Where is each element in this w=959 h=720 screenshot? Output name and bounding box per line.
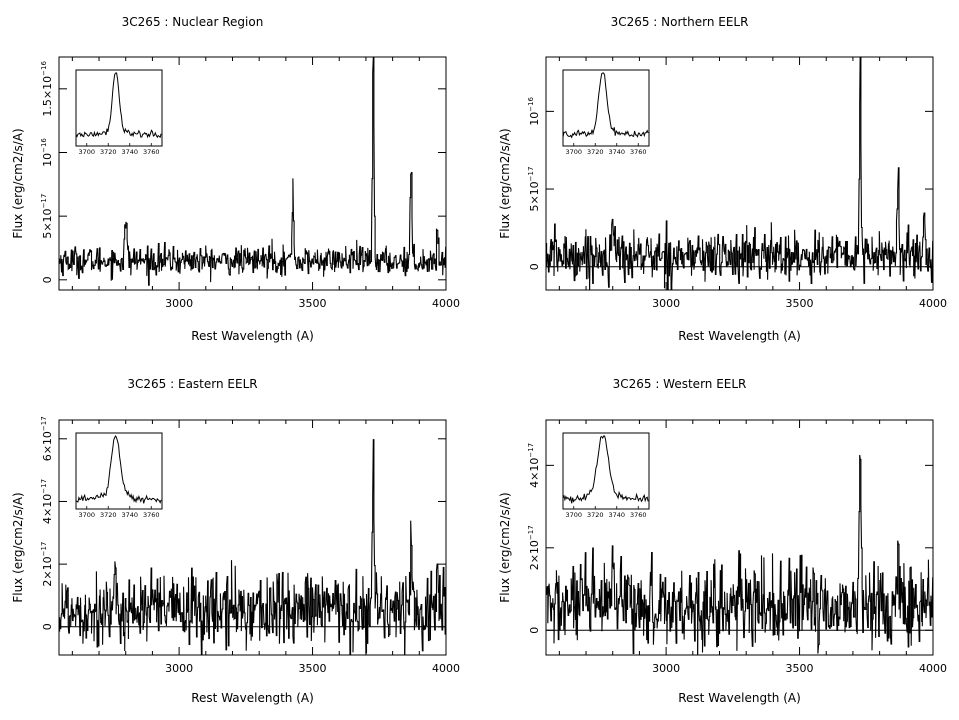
- y-tick-label: 10−16: [527, 96, 541, 125]
- inset-x-tick-label: 3720: [587, 148, 604, 156]
- inset-x-tick-label: 3720: [587, 511, 604, 519]
- y-tick-label: 2×10−17: [40, 542, 54, 587]
- spectrum-line: [546, 454, 933, 655]
- inset-x-tick-label: 3760: [143, 511, 160, 519]
- inset-x-tick-label: 3700: [78, 511, 95, 519]
- y-tick-label: 5×10−17: [40, 194, 54, 239]
- y-tick-label: 0: [528, 263, 541, 270]
- x-tick-label: 3000: [165, 297, 193, 310]
- y-tick-label: 6×10−17: [40, 416, 54, 461]
- x-tick-label: 4000: [432, 662, 460, 675]
- y-tick-label: 1.5×10−16: [40, 61, 54, 117]
- inset-spectrum-line: [562, 72, 649, 139]
- y-tick-label: 0: [528, 627, 541, 634]
- y-tick-label: 0: [41, 623, 54, 630]
- spectrum-panel-4: 3C265 : Western EELR 3000 3500 4000 0 2×10−17…: [498, 377, 947, 705]
- x-tick-label: 4000: [919, 662, 947, 675]
- inset-x-tick-label: 3740: [121, 511, 138, 519]
- y-axis-label: Flux (erg/cm2/s/A): [11, 128, 25, 238]
- spectrum-line: [59, 57, 446, 286]
- plot-frame: [58, 56, 447, 291]
- x-axis-label: Rest Wavelength (A): [191, 329, 314, 343]
- oii-inset: 3700 3720 3740 3760: [562, 69, 650, 156]
- x-tick-label: 3500: [786, 662, 814, 675]
- spectrum-line: [59, 439, 446, 655]
- x-tick-label: 3500: [299, 662, 327, 675]
- inset-x-tick-label: 3760: [630, 511, 647, 519]
- inset-x-tick-label: 3740: [608, 148, 625, 156]
- x-axis-label: Rest Wavelength (A): [678, 691, 801, 705]
- spectrum-panel-1: 3C265 : Nuclear Region 3000 3500 4000 0 5×10−…: [11, 15, 460, 343]
- inset-x-tick-label: 3740: [608, 511, 625, 519]
- y-tick-label: 2×10−17: [527, 525, 541, 570]
- y-axis-label: Flux (erg/cm2/s/A): [498, 128, 512, 238]
- inset-x-tick-label: 3700: [78, 148, 95, 156]
- y-tick-label: 4×10−17: [40, 479, 54, 524]
- x-tick-label: 3000: [165, 662, 193, 675]
- inset-x-tick-label: 3720: [100, 511, 117, 519]
- plot-frame: [545, 56, 934, 291]
- plot-frame: [58, 419, 447, 656]
- x-tick-label: 3000: [652, 662, 680, 675]
- x-tick-label: 3000: [652, 297, 680, 310]
- x-tick-label: 4000: [919, 297, 947, 310]
- inset-spectrum-line: [75, 434, 162, 504]
- panel-title: 3C265 : Eastern EELR: [127, 377, 257, 391]
- spectrum-line: [546, 57, 933, 290]
- y-axis-label: Flux (erg/cm2/s/A): [498, 492, 512, 602]
- inset-x-tick-label: 3700: [565, 511, 582, 519]
- inset-spectrum-line: [75, 72, 162, 139]
- y-tick-label: 0: [41, 276, 54, 283]
- panel-title: 3C265 : Western EELR: [613, 377, 747, 391]
- inset-spectrum-line: [562, 435, 649, 504]
- inset-x-tick-label: 3760: [630, 148, 647, 156]
- panel-title: 3C265 : Nuclear Region: [122, 15, 264, 29]
- spectrum-panel-2: 3C265 : Northern EELR 3000 3500 4000 0 5×10−1…: [498, 15, 947, 343]
- y-axis-label: Flux (erg/cm2/s/A): [11, 492, 25, 602]
- y-tick-label: 10−16: [40, 138, 54, 167]
- spectrum-panel-3: 3C265 : Eastern EELR 3000 3500 4000 0 2×10−17…: [11, 377, 460, 705]
- inset-frame: [75, 432, 163, 510]
- inset-x-tick-label: 3760: [143, 148, 160, 156]
- plot-frame: [545, 419, 934, 656]
- x-axis-label: Rest Wavelength (A): [191, 691, 314, 705]
- inset-x-tick-label: 3700: [565, 148, 582, 156]
- x-tick-label: 3500: [786, 297, 814, 310]
- oii-inset: 3700 3720 3740 3760: [75, 432, 163, 519]
- y-tick-label: 4×10−17: [527, 443, 541, 488]
- inset-x-tick-label: 3740: [121, 148, 138, 156]
- y-tick-label: 5×10−17: [527, 167, 541, 212]
- x-axis-label: Rest Wavelength (A): [678, 329, 801, 343]
- x-tick-label: 3500: [299, 297, 327, 310]
- oii-inset: 3700 3720 3740 3760: [562, 432, 650, 519]
- inset-x-tick-label: 3720: [100, 148, 117, 156]
- x-tick-label: 4000: [432, 297, 460, 310]
- oii-inset: 3700 3720 3740 3760: [75, 69, 163, 156]
- panel-title: 3C265 : Northern EELR: [611, 15, 749, 29]
